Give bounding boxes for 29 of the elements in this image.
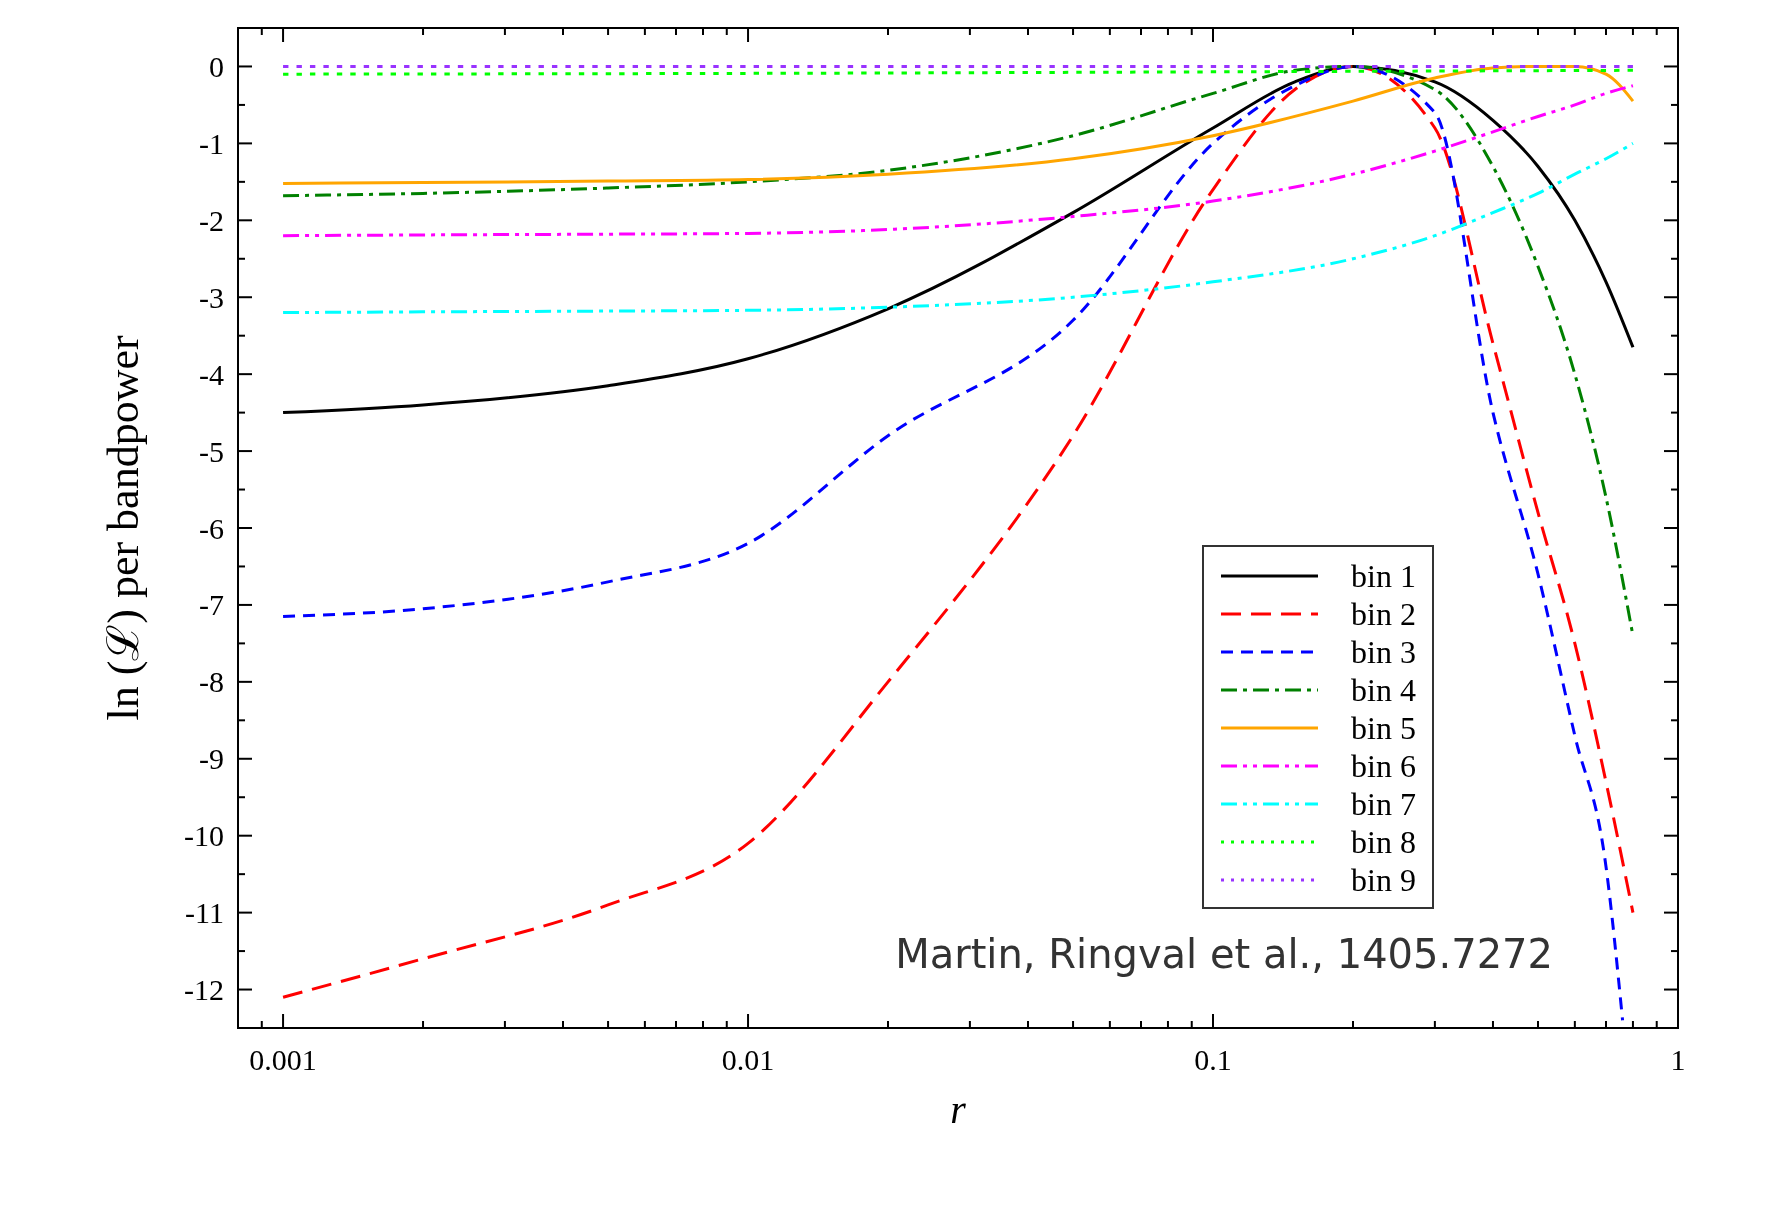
y-tick-label: -3 [199,280,224,314]
legend-label: bin 8 [1351,824,1416,861]
y-tick-label: 0 [209,49,224,83]
x-tick-label: 0.1 [1194,1043,1232,1076]
y-tick-label: -10 [184,819,224,853]
legend-label: bin 6 [1351,748,1416,785]
legend-label: bin 1 [1351,558,1416,595]
x-tick-label: 0.01 [721,1043,775,1076]
y-tick-label: -8 [199,665,224,699]
legend-label: bin 3 [1351,634,1416,671]
y-tick-label: -2 [199,203,224,237]
x-axis-title: r [950,1087,967,1132]
x-tick-label: 1 [1670,1043,1686,1076]
y-tick-label: -4 [199,357,224,391]
y-tick-label: -9 [199,742,224,776]
legend-label: bin 5 [1351,710,1416,747]
legend-label: bin 9 [1351,862,1416,899]
legend-label: bin 4 [1351,672,1416,709]
legend-label: bin 7 [1351,786,1416,823]
legend-label: bin 2 [1351,596,1416,633]
y-tick-label: -11 [185,896,224,930]
y-axis-title: ln (ℒ) per bandpower [99,335,148,721]
annotation: Martin, Ringval et al., 1405.7272 [895,931,1553,977]
y-tick-label: -12 [184,973,224,1007]
y-tick-label: -5 [199,434,224,468]
y-tick-label: -7 [199,588,224,622]
y-tick-label: -6 [199,511,224,545]
x-tick-label: 0.001 [249,1043,317,1076]
y-tick-label: -1 [199,126,224,160]
